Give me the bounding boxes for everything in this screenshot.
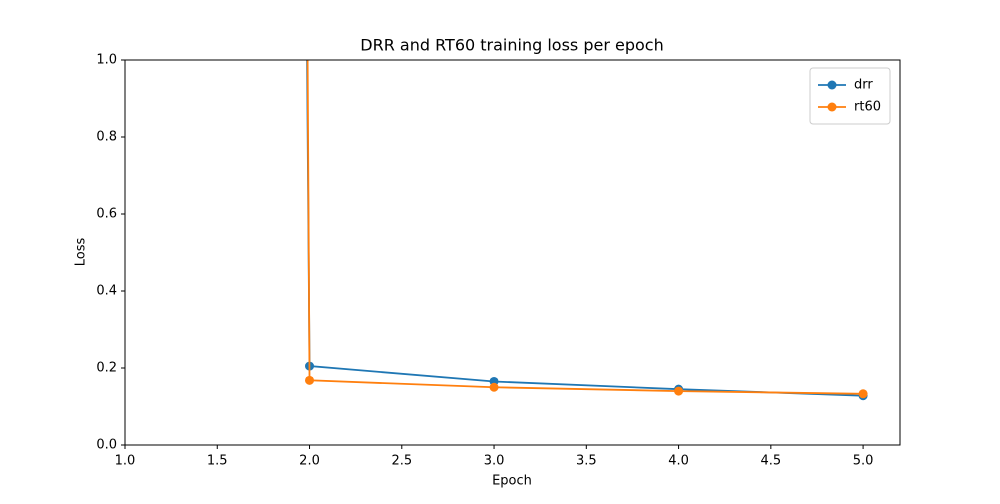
legend-label: rt60 <box>854 100 881 115</box>
data-point <box>674 386 684 396</box>
legend-marker <box>827 102 837 112</box>
x-tick-label: 4.0 <box>668 454 689 469</box>
legend-marker <box>827 80 837 90</box>
x-tick-label: 3.5 <box>576 454 597 469</box>
x-tick-label: 1.5 <box>207 454 228 469</box>
axes-frame <box>124 59 901 446</box>
y-axis-label: Loss <box>74 238 89 267</box>
x-tick-label: 4.5 <box>760 454 781 469</box>
plot-area <box>305 60 868 401</box>
y-tick-label: 0.4 <box>96 284 117 299</box>
x-tick-label: 5.0 <box>853 454 874 469</box>
x-tick-label: 2.0 <box>299 454 320 469</box>
y-tick-label: 0.0 <box>96 438 117 453</box>
data-point <box>489 382 499 392</box>
legend-label: drr <box>854 78 873 93</box>
x-axis-label: Epoch <box>492 474 532 489</box>
data-point <box>858 389 868 399</box>
legend-box <box>809 67 891 125</box>
x-tick-label: 3.0 <box>484 454 505 469</box>
y-tick-label: 0.6 <box>96 207 117 222</box>
x-tick-label: 1.0 <box>115 454 136 469</box>
chart-title: DRR and RT60 training loss per epoch <box>360 36 663 55</box>
y-tick-label: 0.2 <box>96 361 117 376</box>
x-tick-label: 2.5 <box>391 454 412 469</box>
data-point <box>305 375 315 385</box>
y-tick-label: 1.0 <box>96 53 117 68</box>
y-tick-label: 0.8 <box>96 130 117 145</box>
